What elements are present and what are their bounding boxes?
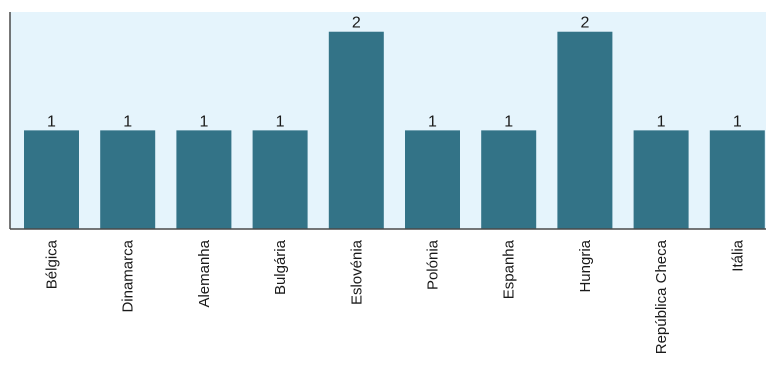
- category-label-6: Espanha: [501, 239, 518, 299]
- bar-4: [328, 31, 384, 230]
- bar-2: [176, 130, 232, 229]
- bar-1: [100, 130, 156, 229]
- value-label-3: 1: [276, 113, 285, 130]
- bar-7: [557, 31, 613, 230]
- bars-group: [24, 31, 765, 230]
- value-label-6: 1: [504, 113, 513, 130]
- category-label-7: Hungria: [577, 239, 594, 292]
- bar-9: [709, 130, 765, 229]
- value-label-2: 1: [199, 113, 208, 130]
- value-label-7: 2: [580, 15, 589, 32]
- category-labels-group: Bélgica Dinamarca Alemanha Bulgária Eslovéni…: [44, 239, 747, 354]
- value-label-1: 1: [123, 113, 132, 130]
- value-label-8: 1: [657, 113, 666, 130]
- value-label-0: 1: [47, 113, 56, 130]
- bar-5: [405, 130, 460, 229]
- value-label-4: 2: [352, 15, 361, 32]
- bar-3: [252, 130, 308, 229]
- value-labels-group: 1 1 1 1 2 1 1 2 1 1: [47, 15, 742, 131]
- category-label-2: Alemanha: [196, 239, 213, 307]
- value-label-9: 1: [733, 113, 742, 130]
- category-label-8: República Checa: [653, 239, 670, 354]
- bar-8: [633, 130, 689, 229]
- category-label-5: Polónia: [425, 239, 442, 290]
- value-label-5: 1: [428, 113, 437, 130]
- category-label-4: Eslovénia: [348, 239, 365, 305]
- bar-6: [481, 130, 537, 229]
- category-label-0: Bélgica: [44, 239, 61, 289]
- category-label-3: Bulgária: [272, 239, 289, 295]
- bar-0: [24, 130, 79, 229]
- category-label-9: Itália: [729, 239, 746, 271]
- category-label-1: Dinamarca: [120, 239, 137, 312]
